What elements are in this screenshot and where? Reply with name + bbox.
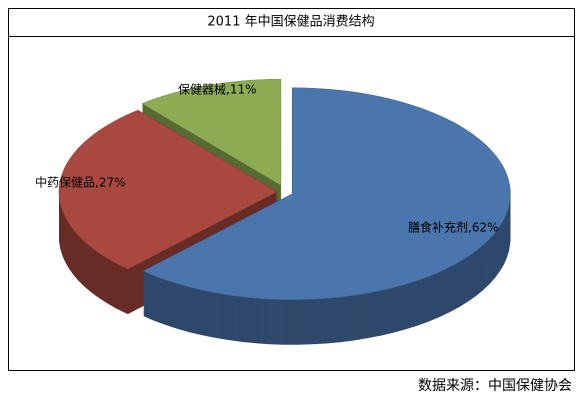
slice [58,109,278,270]
source-note: 数据来源：中国保健协会 [418,378,572,394]
data-label: 膳食补充剂,62% [408,220,499,235]
data-label: 中药保健品,27% [35,175,126,190]
slice [142,87,511,300]
chart-title: 2011 年中国保健品消费结构 [207,15,374,30]
slice [141,78,282,186]
data-label: 保健器械,11% [178,82,257,97]
